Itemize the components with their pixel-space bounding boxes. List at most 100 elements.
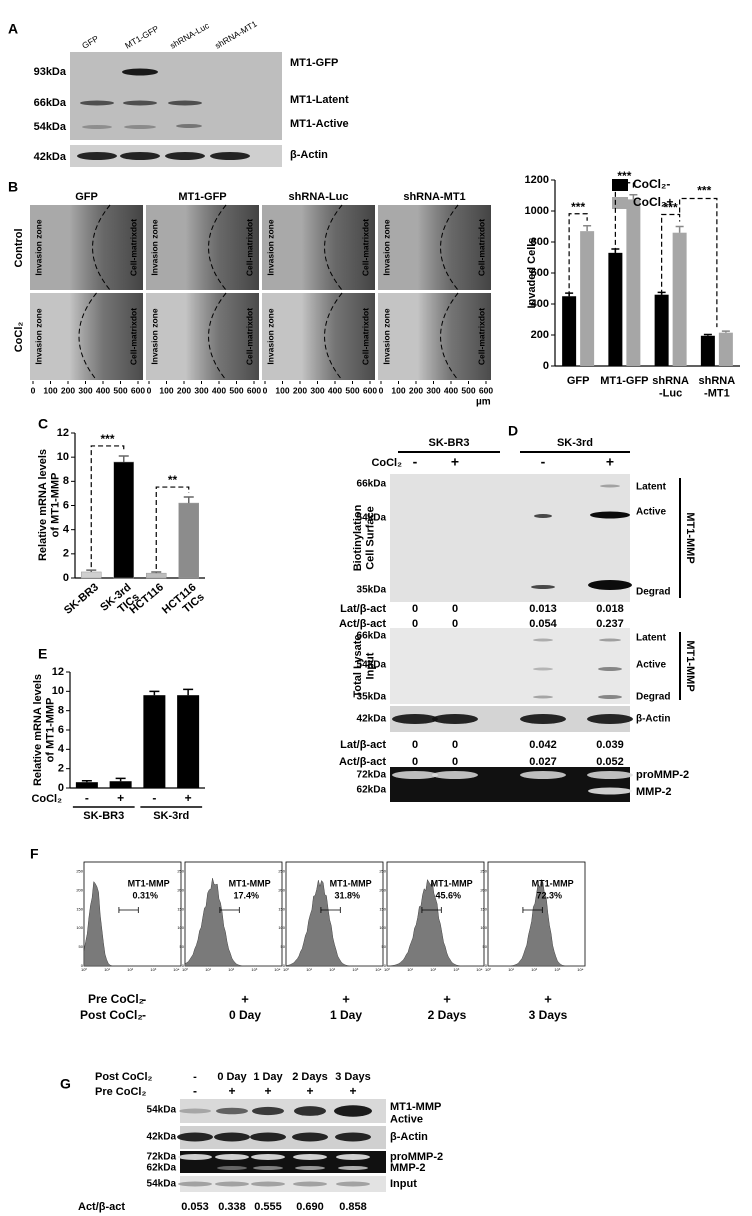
error-bar [86, 569, 97, 572]
pre-sign: + [241, 991, 249, 1006]
legend-swatch [612, 179, 628, 191]
scale-label: 400 [328, 385, 342, 395]
ratio-value: 0.690 [296, 1201, 324, 1213]
band [588, 787, 632, 795]
band-label: MT1-Latent [290, 94, 349, 106]
x-tick-label: MT1-GFP [600, 375, 648, 387]
y-tick-label: 2 [58, 763, 64, 775]
pre-sign: - [142, 991, 146, 1006]
bar [654, 294, 669, 366]
ratio-value: 0 [412, 603, 418, 615]
hist-y-tick: 200 [76, 887, 83, 892]
ratio-label: Lat/β-act [340, 603, 386, 615]
hist-y-tick: 250 [379, 869, 386, 874]
y-tick-label: 12 [52, 666, 64, 678]
band [587, 771, 633, 779]
dot-label: Cell-matrixdot [128, 308, 138, 365]
sign: + [606, 454, 614, 470]
micrograph-shade [262, 205, 375, 290]
band [295, 1166, 325, 1170]
band-label: β-Actin [390, 1131, 428, 1143]
gate-percent: 72.3% [537, 890, 563, 900]
hist-x-tick: 10¹ [205, 967, 211, 972]
hist-x-tick: 10² [228, 967, 234, 972]
y-tick-label: 10 [52, 685, 64, 697]
marker-label: 66kDa [357, 631, 387, 642]
dot-label: Cell-matrixdot [244, 219, 254, 276]
lane-label: shRNA-Luc [168, 20, 211, 51]
hist-y-tick: 0 [81, 963, 84, 968]
band [392, 714, 438, 724]
hist-x-tick: 10⁰ [485, 967, 491, 972]
y-tick-label: 4 [58, 743, 65, 755]
marker-label: 62kDa [147, 1163, 177, 1174]
x-tick-label: - [85, 791, 89, 805]
y-tick-label: 600 [531, 267, 549, 279]
histogram [488, 878, 585, 967]
marker-label: 35kDa [357, 585, 387, 596]
x-tick-label: - [152, 791, 156, 805]
ratio-value: 0 [412, 739, 418, 751]
section-title: BiotinylationCell Surface [352, 504, 377, 571]
y-tick-label: 6 [63, 499, 69, 511]
scale-label: 300 [310, 385, 324, 395]
post-value: 1 Day [253, 1071, 283, 1083]
marker-label: 42kDa [357, 714, 387, 725]
bar [608, 252, 623, 366]
hist-x-tick: 10³ [554, 967, 560, 972]
micrograph-shade [378, 205, 491, 290]
hist-y-tick: 50 [180, 944, 185, 949]
scale-label: 500 [461, 385, 475, 395]
hist-x-tick: 10³ [150, 967, 156, 972]
gate-label: MT1-MMP [128, 878, 170, 888]
significance-bracket [155, 486, 190, 569]
ratio-value: 0 [452, 618, 458, 630]
micrograph-shade [30, 293, 143, 380]
band [335, 1132, 371, 1142]
hist-y-tick: 100 [76, 925, 83, 930]
y-tick-label: 8 [63, 475, 69, 487]
pre-label: Pre CoCl₂ [95, 1086, 146, 1098]
bar [146, 572, 167, 579]
annotation: ** [168, 473, 178, 487]
band [533, 667, 553, 671]
histogram [83, 880, 181, 967]
band [82, 125, 112, 129]
band [252, 1106, 284, 1116]
band [178, 1154, 212, 1160]
band-label: Input [390, 1178, 417, 1190]
pre-sign: + [544, 991, 552, 1006]
band [392, 771, 438, 779]
scale-unit: µm [476, 397, 491, 408]
significance-bracket [661, 213, 681, 295]
error-bar [583, 224, 592, 232]
significance-bracket [90, 445, 125, 568]
pre-sign: + [342, 991, 350, 1006]
bar [81, 571, 102, 579]
gate-label: MT1-MMP [330, 878, 372, 888]
band-label: proMMP-2 [390, 1151, 443, 1163]
pre-sign: + [264, 1084, 271, 1098]
post-value: 2 Days [292, 1071, 327, 1083]
band [215, 1181, 249, 1187]
scale-label: 100 [275, 385, 289, 395]
band-label: β-Actin [636, 714, 670, 725]
protein-label: MT1-MMP [684, 512, 696, 563]
error-bar [629, 193, 638, 200]
band [123, 100, 157, 106]
band [168, 100, 202, 106]
histogram [285, 879, 383, 967]
group-label: SK-BR3 [83, 810, 124, 822]
band [533, 638, 553, 642]
bar [143, 695, 166, 788]
boundary [208, 292, 227, 381]
post-value: 3 Days [529, 1008, 568, 1022]
band [588, 580, 632, 590]
band [293, 1181, 327, 1187]
band [294, 1106, 326, 1116]
band [598, 695, 622, 699]
bar [75, 782, 98, 788]
gate [320, 907, 341, 913]
panel-label: C [38, 416, 48, 432]
hist-x-tick: 10³ [453, 967, 459, 972]
